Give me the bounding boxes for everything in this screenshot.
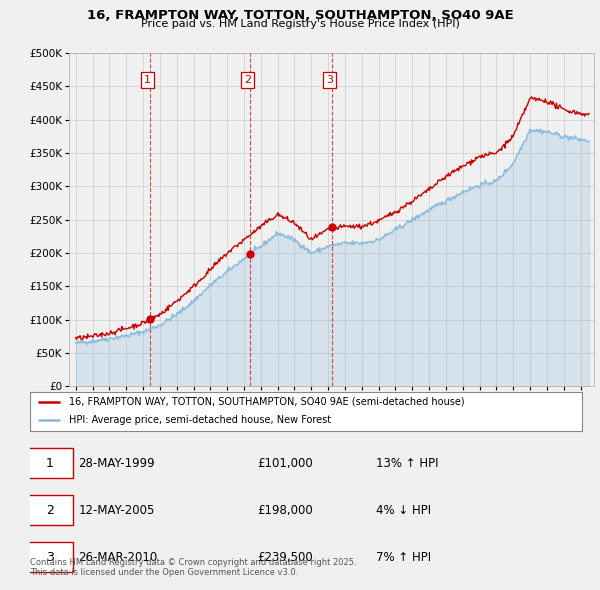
Text: £239,500: £239,500: [257, 551, 313, 564]
Text: 7% ↑ HPI: 7% ↑ HPI: [376, 551, 431, 564]
Text: 3: 3: [46, 551, 54, 564]
FancyBboxPatch shape: [28, 542, 73, 572]
Text: £101,000: £101,000: [257, 457, 313, 470]
Text: HPI: Average price, semi-detached house, New Forest: HPI: Average price, semi-detached house,…: [68, 415, 331, 425]
FancyBboxPatch shape: [28, 448, 73, 478]
Text: 16, FRAMPTON WAY, TOTTON, SOUTHAMPTON, SO40 9AE (semi-detached house): 16, FRAMPTON WAY, TOTTON, SOUTHAMPTON, S…: [68, 397, 464, 407]
Text: 1: 1: [144, 75, 151, 85]
Text: £198,000: £198,000: [257, 504, 313, 517]
Text: 16, FRAMPTON WAY, TOTTON, SOUTHAMPTON, SO40 9AE: 16, FRAMPTON WAY, TOTTON, SOUTHAMPTON, S…: [86, 9, 514, 22]
Text: 28-MAY-1999: 28-MAY-1999: [79, 457, 155, 470]
Text: Price paid vs. HM Land Registry's House Price Index (HPI): Price paid vs. HM Land Registry's House …: [140, 19, 460, 30]
Text: 12-MAY-2005: 12-MAY-2005: [79, 504, 155, 517]
Text: Contains HM Land Registry data © Crown copyright and database right 2025.
This d: Contains HM Land Registry data © Crown c…: [30, 558, 356, 577]
Text: 13% ↑ HPI: 13% ↑ HPI: [376, 457, 438, 470]
Text: 2: 2: [244, 75, 251, 85]
Text: 1: 1: [46, 457, 54, 470]
Text: 3: 3: [326, 75, 333, 85]
Text: 2: 2: [46, 504, 54, 517]
Text: 26-MAR-2010: 26-MAR-2010: [79, 551, 158, 564]
Text: 4% ↓ HPI: 4% ↓ HPI: [376, 504, 431, 517]
FancyBboxPatch shape: [28, 495, 73, 525]
